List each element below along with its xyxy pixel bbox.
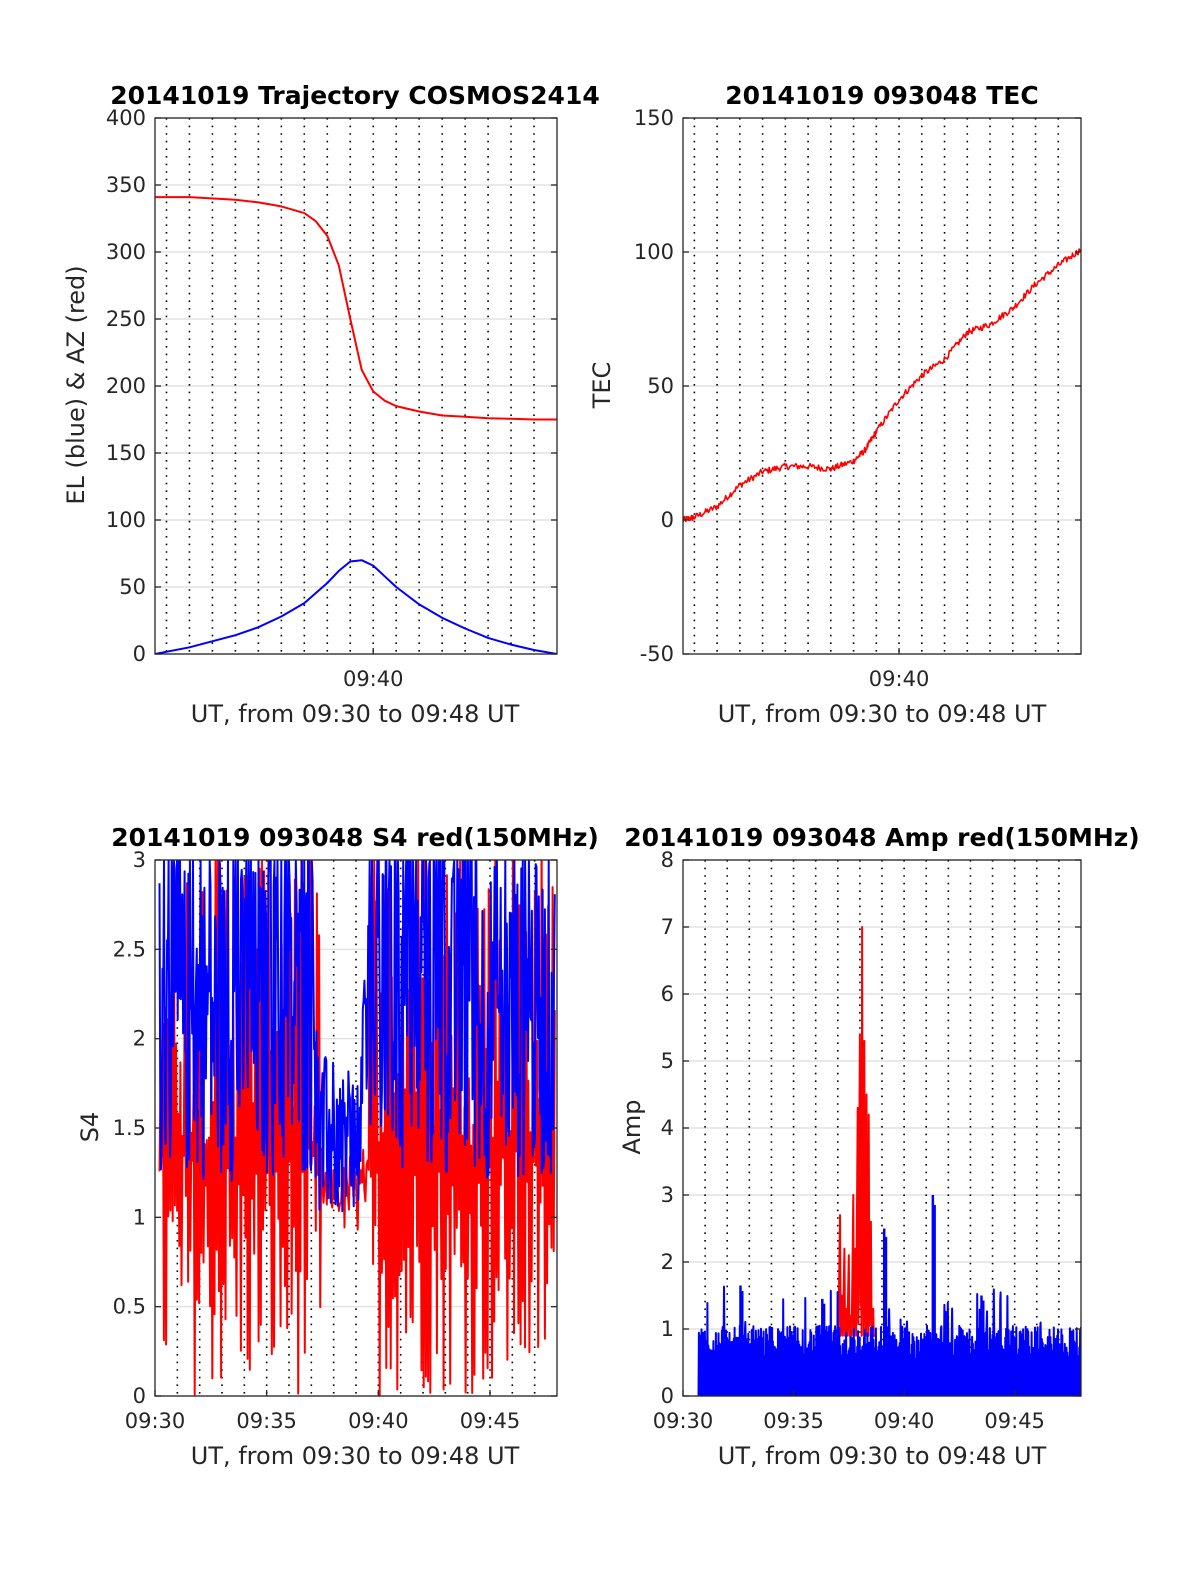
- trajectory-ytick-label-8: 400: [106, 106, 146, 130]
- trajectory-ytick-label-1: 50: [119, 575, 146, 599]
- trajectory-xtick-label-0: 09:40: [343, 667, 404, 691]
- tec-ytick-label-3: 100: [634, 240, 674, 264]
- trajectory-title: 20141019 Trajectory COSMOS2414: [110, 81, 600, 110]
- amp-ylabel: Amp: [618, 1099, 646, 1154]
- tec-ytick-label-2: 50: [647, 374, 674, 398]
- amp-series-0: [836, 926, 877, 1337]
- trajectory-series-0: [155, 196, 557, 421]
- s4-xtick-label-3: 09:45: [460, 1409, 521, 1433]
- s4-series-0: [158, 860, 556, 1396]
- tec-ytick-label-1: 0: [661, 508, 674, 532]
- tec-series-group: [683, 248, 1081, 523]
- tec-ylabel: TEC: [588, 362, 616, 410]
- amp-ytick-label-6: 6: [661, 982, 674, 1006]
- s4-xlabel: UT, from 09:30 to 09:48 UT: [191, 1442, 520, 1470]
- amp-ytick-label-3: 3: [661, 1183, 674, 1207]
- amp-series-group: [697, 926, 1081, 1396]
- trajectory-ytick-label-6: 300: [106, 240, 146, 264]
- trajectory-ytick-label-7: 350: [106, 173, 146, 197]
- s4-ytick-label-6: 3: [133, 848, 146, 872]
- s4-xtick-label-0: 09:30: [125, 1409, 186, 1433]
- tec-title: 20141019 093048 TEC: [725, 81, 1038, 110]
- tec-ytick-label-0: -50: [640, 642, 674, 666]
- trajectory-series-1: [155, 559, 557, 654]
- s4-ytick-label-2: 1: [133, 1205, 146, 1229]
- trajectory-ytick-label-5: 250: [106, 307, 146, 331]
- trajectory-ytick-label-3: 150: [106, 441, 146, 465]
- amp-title: 20141019 093048 Amp red(150MHz): [624, 823, 1140, 852]
- trajectory-xlabel: UT, from 09:30 to 09:48 UT: [191, 700, 520, 728]
- s4-ytick-label-1: 0.5: [113, 1295, 146, 1319]
- amp-xtick-label-3: 09:45: [984, 1409, 1045, 1433]
- amp-ytick-label-4: 4: [661, 1116, 674, 1140]
- s4-panel: 20141019 093048 S4 red(150MHz) S4 UT, fr…: [76, 823, 599, 1470]
- tec-panel: 20141019 093048 TEC TEC UT, from 09:30 t…: [588, 81, 1082, 728]
- s4-series-1: [158, 860, 556, 1213]
- tec-ytick-label-4: 150: [634, 106, 674, 130]
- tec-xlabel: UT, from 09:30 to 09:48 UT: [718, 700, 1047, 728]
- trajectory-ytick-label-0: 0: [133, 642, 146, 666]
- s4-ytick-label-0: 0: [133, 1384, 146, 1408]
- s4-title: 20141019 093048 S4 red(150MHz): [111, 823, 599, 852]
- amp-ytick-label-0: 0: [661, 1384, 674, 1408]
- amp-ytick-label-7: 7: [661, 915, 674, 939]
- trajectory-series-group: [155, 196, 557, 654]
- amp-panel: 20141019 093048 Amp red(150MHz) Amp UT, …: [618, 823, 1140, 1470]
- trajectory-panel: 20141019 Trajectory COSMOS2414 EL (blue)…: [62, 81, 600, 728]
- amp-ytick-label-5: 5: [661, 1049, 674, 1073]
- s4-ytick-label-4: 2: [133, 1027, 146, 1051]
- tec-xtick-label-0: 09:40: [869, 667, 930, 691]
- amp-xtick-label-1: 09:35: [763, 1409, 824, 1433]
- amp-xtick-label-2: 09:40: [874, 1409, 935, 1433]
- amp-ytick-label-2: 2: [661, 1250, 674, 1274]
- amp-ytick-label-8: 8: [661, 848, 674, 872]
- amp-xlabel: UT, from 09:30 to 09:48 UT: [718, 1442, 1047, 1470]
- s4-ylabel: S4: [76, 1112, 104, 1143]
- amp-ytick-label-1: 1: [661, 1317, 674, 1341]
- s4-xtick-label-1: 09:35: [236, 1409, 297, 1433]
- s4-series-group: [158, 860, 556, 1396]
- tec-series-0: [683, 248, 1081, 523]
- s4-ytick-label-5: 2.5: [113, 937, 146, 961]
- trajectory-ytick-label-2: 100: [106, 508, 146, 532]
- s4-xtick-label-2: 09:40: [348, 1409, 409, 1433]
- amp-series-1: [697, 1285, 1081, 1396]
- trajectory-ytick-label-4: 200: [106, 374, 146, 398]
- trajectory-ylabel: EL (blue) & AZ (red): [62, 265, 90, 504]
- amp-xtick-label-0: 09:30: [653, 1409, 714, 1433]
- s4-ytick-label-3: 1.5: [113, 1116, 146, 1140]
